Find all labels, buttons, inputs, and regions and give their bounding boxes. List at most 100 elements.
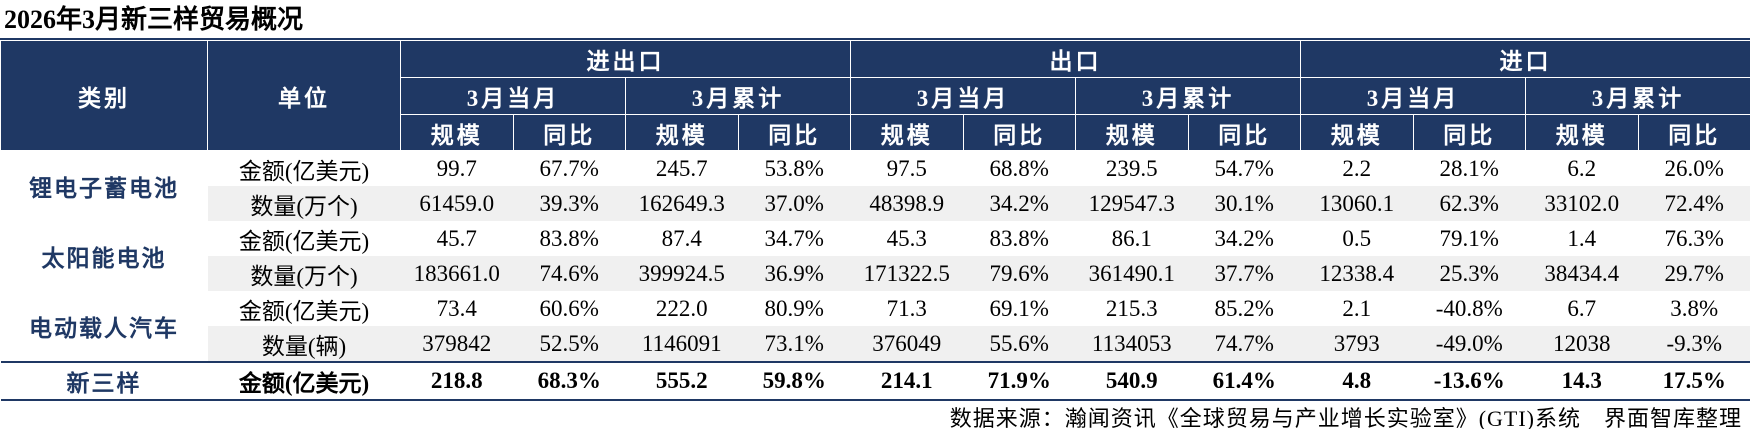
header-cell: 类别 [0,40,208,151]
category-cell: 新三样 [0,361,208,401]
value-cell: 215.3 [1105,295,1158,321]
value-cell: 25.3% [1413,256,1526,291]
value-cell: 97.5 [886,155,927,181]
category-cell: 太阳能电池 [41,246,167,271]
group-header: 进出口 [400,40,851,78]
data-row: 锂电子蓄电池 金额(亿美元) 99.7 67.7% 245.7 53.8% 97.5 68.8… [1,151,1750,202]
value-cell: 245.7 [655,155,708,181]
value-cell: 71.9% [963,361,1076,401]
source-note: 数据来源：瀚闻资讯《全球贸易与产业增长实验室》(GTI)系统 界面智库整理 [949,406,1742,429]
value-cell: 13060.1 [1300,186,1413,221]
metric-header: 规模 [1075,114,1189,151]
value-cell: 1134053 [1075,326,1188,362]
value-cell: 29.7% [1638,256,1750,291]
data-row: 数量(辆) 379842 52.5% 1146091 73.1% 376049 55.6% 1… [1,326,1750,362]
unit-cell: 金额(亿美元) [207,361,401,401]
value-cell: 87.4 [661,225,702,251]
metric-header: 规模 [1525,114,1639,151]
period-header: 3月累计 [1525,77,1750,115]
value-cell: 239.5 [1105,155,1158,181]
unit-cell: 数量(万个) [207,186,401,221]
value-cell: 171322.5 [850,256,963,291]
value-cell: 45.3 [886,225,927,251]
value-cell: 183661.0 [400,256,513,291]
data-row: 太阳能电池 金额(亿美元) 45.7 83.8% 87.4 34.7% 45.3 83.8% 8… [1,221,1750,272]
header-row: 3月当月 3月累计 3月当月 3月累计 3月当月 3月累计 [1,77,1750,115]
value-cell: 83.8% [989,225,1049,251]
value-cell: 54.7% [1214,155,1274,181]
value-cell: 3.8% [1670,295,1719,321]
metric-header: 规模 [850,114,964,151]
value-cell: 37.0% [738,186,851,221]
value-cell: 67.7% [539,155,599,181]
value-cell: 74.7% [1188,326,1301,362]
header-row: 规模 同比 规模 同比 规模 同比 规模 同比 规模 同比 规模 同比 [1,114,1750,151]
value-cell: 99.7 [436,155,477,181]
metric-header: 同比 [962,114,1076,151]
value-cell: 72.4% [1638,186,1750,221]
value-cell: 162649.3 [625,186,738,221]
value-cell: 376049 [850,326,963,362]
value-cell: 30.1% [1188,186,1301,221]
unit-cell: 数量(万个) [207,256,401,291]
value-cell: 540.9 [1075,361,1188,401]
metric-header: 规模 [1300,114,1414,151]
value-cell: 60.6% [539,295,599,321]
value-cell: 73.4 [436,295,477,321]
value-cell: 361490.1 [1075,256,1188,291]
value-cell: 34.2% [1214,225,1274,251]
value-cell: -49.0% [1413,326,1526,362]
period-header: 3月当月 [1300,77,1526,115]
value-cell: 61.4% [1188,361,1301,401]
value-cell: 68.3% [513,361,626,401]
metric-header: 同比 [737,114,851,151]
value-cell: 4.8 [1300,361,1413,401]
value-cell: 68.8% [989,155,1049,181]
unit-cell: 数量(辆) [207,326,401,362]
value-cell: 0.5 [1342,225,1372,251]
value-cell: 45.7 [436,225,477,251]
value-cell: 399924.5 [625,256,738,291]
value-cell: 1146091 [625,326,738,362]
value-cell: 86.1 [1111,225,1152,251]
table-header: 类别 单位 进出口 出口 进口 3月当月 3月累计 3月当月 3月累计 3月当月 3月累计 规模 同比规… [0,40,1750,151]
value-cell: 26.0% [1664,155,1724,181]
value-cell: 36.9% [738,256,851,291]
value-cell: 69.1% [989,295,1049,321]
value-cell: -9.3% [1638,326,1750,362]
value-cell: 2.1 [1342,295,1372,321]
value-cell: 12338.4 [1300,256,1413,291]
value-cell: 76.3% [1664,225,1724,251]
value-cell: 83.8% [539,225,599,251]
metric-header: 同比 [1187,114,1301,151]
value-cell: 37.7% [1188,256,1301,291]
value-cell: 80.9% [764,295,824,321]
value-cell: 33102.0 [1525,186,1638,221]
value-cell: 85.2% [1214,295,1274,321]
category-cell: 锂电子蓄电池 [29,176,179,201]
period-header: 3月累计 [1075,77,1301,115]
value-cell: 218.8 [400,361,513,401]
unit-cell: 金额(亿美元) [238,158,370,184]
value-cell: 61459.0 [400,186,513,221]
value-cell: 129547.3 [1075,186,1188,221]
category-cell: 电动载人汽车 [29,316,179,341]
group-header: 进口 [1300,40,1750,78]
value-cell: 12038 [1525,326,1638,362]
value-cell: 38434.4 [1525,256,1638,291]
value-cell: 79.6% [963,256,1076,291]
header-cell: 单位 [207,40,401,151]
period-header: 3月累计 [625,77,851,115]
period-header: 3月当月 [400,77,626,115]
value-cell: 14.3 [1525,361,1638,401]
metric-header: 规模 [400,114,514,151]
table-title: 2026年3月新三样贸易概况 [0,0,1750,40]
value-cell: 53.8% [764,155,824,181]
data-row: 数量(万个) 61459.0 39.3% 162649.3 37.0% 48398.9 34… [1,186,1750,221]
value-cell: 28.1% [1439,155,1499,181]
value-cell: -40.8% [1435,295,1503,321]
trade-table: 类别 单位 进出口 出口 进口 3月当月 3月累计 3月当月 3月累计 3月当月 3月累计 规模 同比规… [0,40,1750,401]
value-cell: 39.3% [513,186,626,221]
value-cell: 73.1% [738,326,851,362]
